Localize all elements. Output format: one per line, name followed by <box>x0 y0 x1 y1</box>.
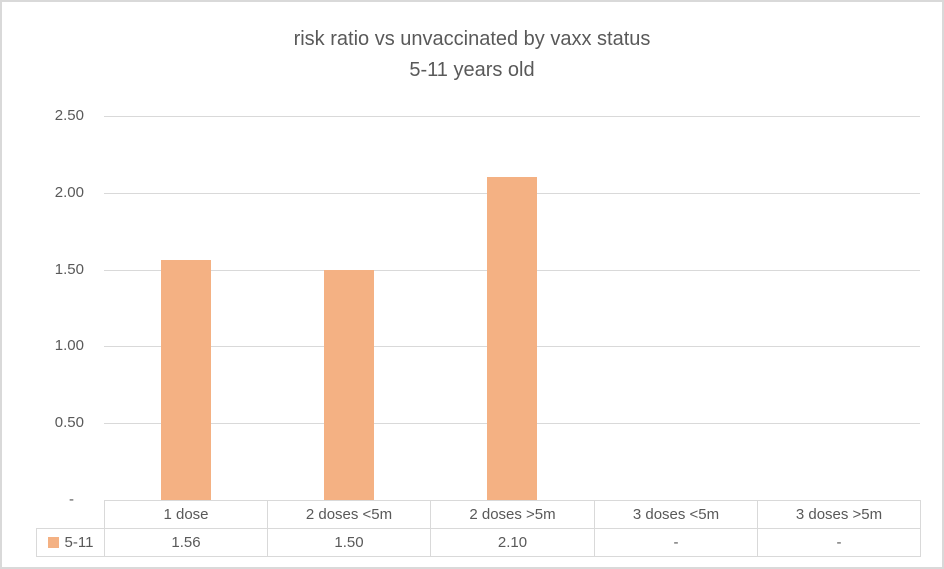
table-header-cell: 2 doses >5m <box>430 500 595 529</box>
gridline <box>104 116 920 117</box>
table-value-cell: - <box>757 528 921 557</box>
data-table: 1 dose 2 doses <5m 2 doses >5m 3 doses <5m 3… <box>36 500 921 557</box>
bar-2-doses-5m <box>487 177 537 500</box>
table-header-cell: 1 dose <box>104 500 268 529</box>
y-axis-tick-label: 1.50 <box>54 260 84 278</box>
table-value-cell: 2.10 <box>430 528 595 557</box>
table-value-cell: - <box>594 528 758 557</box>
plot-area <box>104 116 920 500</box>
table-header-cell: 3 doses >5m <box>757 500 921 529</box>
legend-series-label: 5-11 <box>64 534 94 551</box>
table-header-cell: 2 doses <5m <box>267 500 431 529</box>
table-value-row: 5-11 1.56 1.50 2.10- - <box>36 528 921 557</box>
y-axis-tick-label: 1.00 <box>54 337 84 355</box>
bar-1-dose <box>160 260 211 500</box>
table-value-cell: 1.50 <box>267 528 431 557</box>
y-axis-tick-label: 2.00 <box>54 183 84 201</box>
legend-cell: 5-11 <box>36 528 105 557</box>
table-header-row: 1 dose 2 doses <5m 2 doses >5m 3 doses <5m 3… <box>37 500 921 529</box>
bar-2-doses-5m <box>323 269 374 500</box>
table-header-cell: 3 doses <5m <box>594 500 758 529</box>
legend-swatch-icon <box>47 537 59 548</box>
y-axis-tick-label: - <box>69 491 74 508</box>
chart-title-block: risk ratio vs unvaccinated by vaxx statu… <box>2 24 942 86</box>
chart-title: risk ratio vs unvaccinated by vaxx statu… <box>293 28 651 50</box>
y-axis-tick-label: 2.50 <box>54 107 84 124</box>
table-corner-cell <box>37 501 105 529</box>
y-axis-tick-label: 0.50 <box>54 414 84 432</box>
chart-subtitle: 5-11 years old <box>409 59 535 81</box>
y-axis: 2.50 2.00 1.50 1.00 0.50 - <box>2 2 84 567</box>
table-value-cell: 1.56 <box>104 528 268 557</box>
